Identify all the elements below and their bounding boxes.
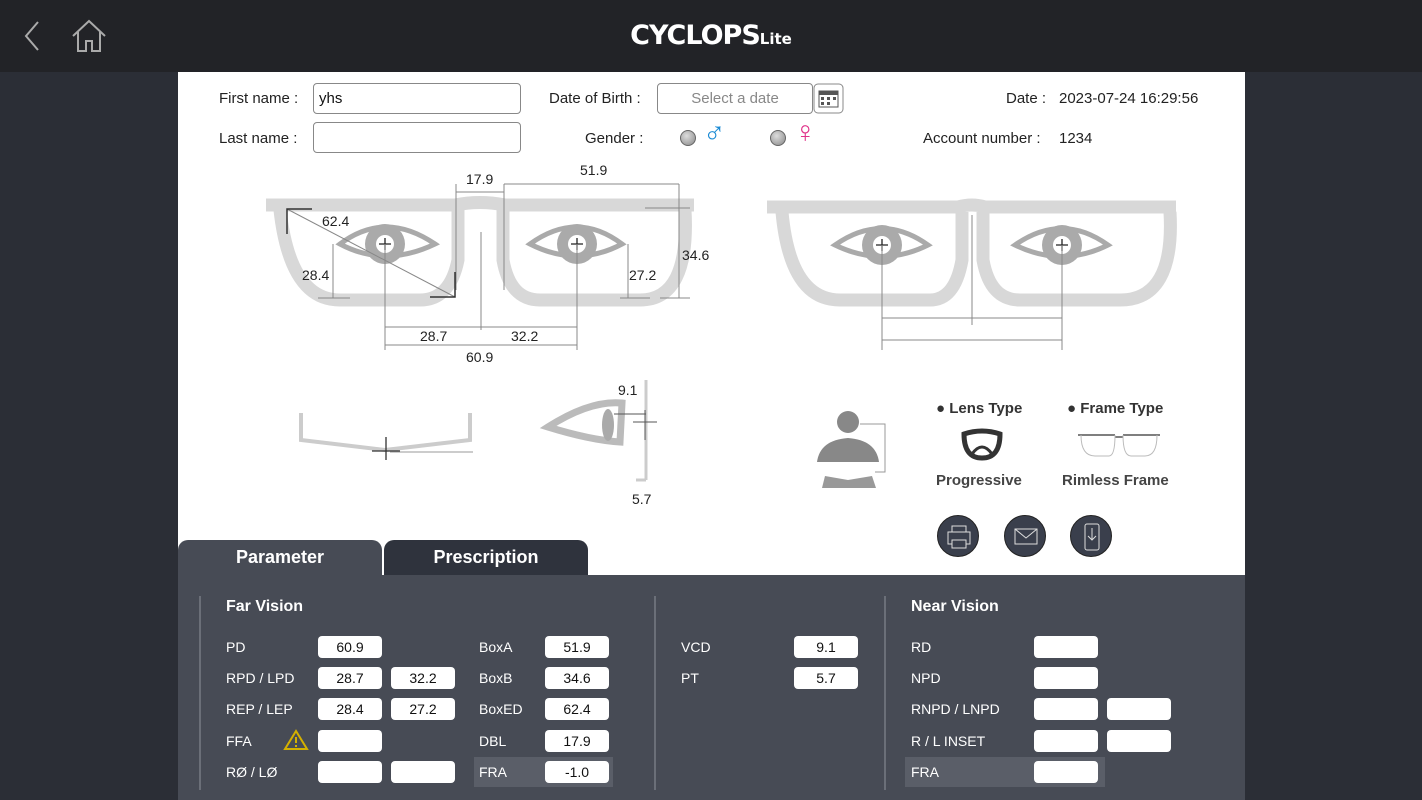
rnpd-lnpd-label: RNPD / LNPD (911, 701, 1000, 717)
date-value: 2023-07-24 16:29:56 (1059, 90, 1199, 107)
warning-icon[interactable] (283, 729, 309, 751)
print-button[interactable] (937, 515, 979, 557)
rd-input[interactable] (1034, 636, 1098, 658)
inset-label: R / L INSET (911, 733, 986, 749)
rnpd-input[interactable] (1034, 698, 1098, 720)
lpd-input[interactable]: 32.2 (391, 667, 455, 689)
boxed-label: BoxED (479, 701, 523, 717)
npd-label: NPD (911, 670, 941, 686)
printer-icon (947, 525, 971, 549)
account-value: 1234 (1059, 130, 1093, 147)
lo-input[interactable] (391, 761, 455, 783)
pt-input[interactable]: 5.7 (794, 667, 858, 689)
first-name-input[interactable]: yhs (313, 83, 521, 114)
calendar-icon[interactable] (813, 83, 844, 114)
lep-input[interactable]: 27.2 (391, 698, 455, 720)
female-icon: ♀ (794, 116, 817, 149)
boxed-input[interactable]: 62.4 (545, 698, 609, 720)
gender-label: Gender : (585, 130, 644, 147)
gender-male-radio[interactable] (680, 130, 696, 146)
lnpd-input[interactable] (1107, 698, 1171, 720)
boxb-label: BoxB (479, 670, 513, 686)
app-logo: CYCLOPSLite (630, 20, 792, 51)
frame-type-heading: ● Frame Type (1067, 400, 1164, 417)
dbl-label: DBL (479, 733, 507, 749)
boxa-label: BoxA (479, 639, 513, 655)
account-label: Account number : (923, 130, 1041, 147)
last-name-input[interactable] (313, 122, 521, 153)
near-vision-heading: Near Vision (911, 598, 999, 615)
tab-parameter[interactable]: Parameter (178, 540, 382, 575)
rd-label: RD (911, 639, 932, 655)
lens-type-value: Progressive (936, 472, 1022, 489)
last-name-label: Last name : (219, 130, 298, 147)
envelope-icon (1014, 528, 1038, 545)
rimless-frame-icon (1078, 434, 1160, 457)
frame-type-value: Rimless Frame (1062, 472, 1169, 489)
top-bar (0, 0, 1422, 72)
email-button[interactable] (1004, 515, 1046, 557)
boxb-input[interactable]: 34.6 (545, 667, 609, 689)
fra-input[interactable]: -1.0 (545, 761, 609, 783)
near-fra-label: FRA (911, 764, 939, 780)
rpd-lpd-label: RPD / LPD (226, 670, 295, 686)
rep-input[interactable]: 28.4 (318, 698, 382, 720)
export-button[interactable] (1070, 515, 1112, 557)
vcd-input[interactable]: 9.1 (794, 636, 858, 658)
rep-lep-label: REP / LEP (226, 701, 293, 717)
vcd-label: VCD (681, 639, 711, 655)
r-inset-input[interactable] (1034, 730, 1098, 752)
back-icon[interactable] (22, 20, 42, 52)
pd-label: PD (226, 639, 246, 655)
pd-input[interactable]: 60.9 (318, 636, 382, 658)
divider (199, 596, 201, 790)
ro-lo-label: RØ / LØ (226, 764, 278, 780)
gender-female-radio[interactable] (770, 130, 786, 146)
boxa-input[interactable]: 51.9 (545, 636, 609, 658)
pt-label: PT (681, 670, 699, 686)
dbl-input[interactable]: 17.9 (545, 730, 609, 752)
divider (884, 596, 886, 790)
lens-type-heading: ● Lens Type (936, 400, 1023, 417)
ffa-label: FFA (226, 733, 252, 749)
progressive-lens-icon (961, 428, 1003, 461)
ro-input[interactable] (318, 761, 382, 783)
near-fra-input[interactable] (1034, 761, 1098, 783)
l-inset-input[interactable] (1107, 730, 1171, 752)
male-icon: ♂ (703, 116, 726, 149)
dob-label: Date of Birth : (549, 90, 641, 107)
dob-input[interactable]: Select a date (657, 83, 813, 114)
phone-download-icon (1084, 523, 1100, 551)
npd-input[interactable] (1034, 667, 1098, 689)
divider (654, 596, 656, 790)
tab-prescription[interactable]: Prescription (384, 540, 588, 575)
first-name-label: First name : (219, 90, 299, 107)
rpd-input[interactable]: 28.7 (318, 667, 382, 689)
date-label: Date : (1006, 90, 1047, 107)
fra-label: FRA (479, 764, 507, 780)
home-icon[interactable] (70, 18, 108, 54)
ffa-input[interactable] (318, 730, 382, 752)
far-vision-heading: Far Vision (226, 598, 304, 615)
